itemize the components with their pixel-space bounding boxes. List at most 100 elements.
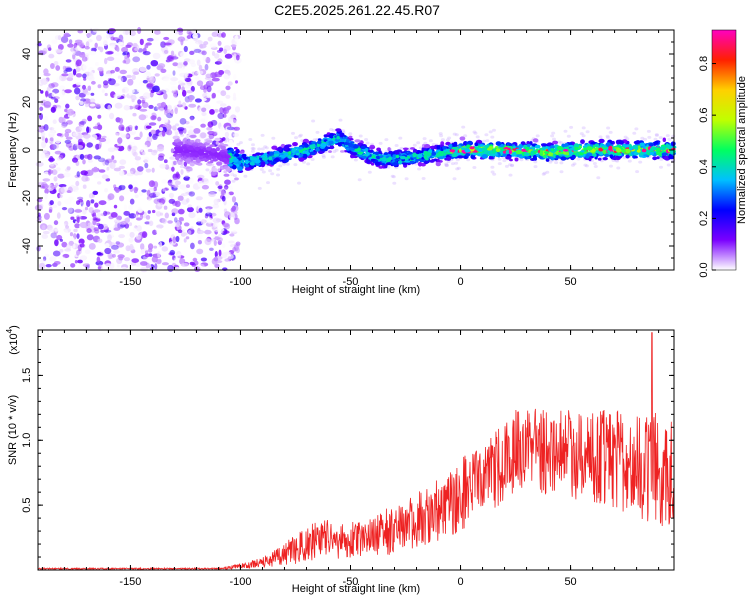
spectrogram-noise-blob [49, 144, 54, 151]
spectrogram-noise-blob [233, 211, 238, 215]
snr-xlabel: Height of straight line (km) [292, 583, 420, 595]
spectrogram-noise-blob [48, 130, 55, 135]
spectrogram-noise-blob [185, 236, 190, 240]
spectrogram-noise-blob [140, 146, 144, 153]
spectrogram-noise-blob [223, 48, 227, 55]
spectrogram-noise-blob [43, 171, 50, 177]
spectrogram-signal-blob [636, 149, 641, 153]
spectrogram-signal-blob [604, 153, 610, 158]
spectrogram-noise-blob [77, 138, 83, 145]
spectrogram-noise-blob [56, 76, 62, 83]
spectrogram-haze [282, 162, 286, 166]
spectrogram-signal-blob [652, 156, 658, 161]
spectrogram-noise-blob [84, 249, 91, 254]
spectrogram-noise-blob [199, 43, 207, 49]
spectrogram-noise-blob [91, 87, 98, 93]
spectrogram-haze [263, 145, 268, 149]
spectrogram-noise-blob [162, 188, 166, 192]
spectrogram-noise-blob [167, 220, 173, 224]
spectrogram-noise-blob [123, 104, 130, 111]
spectrogram-signal-blob [350, 151, 354, 155]
spectrogram-signal-blob [357, 142, 362, 146]
spectrogram-noise-blob [54, 150, 62, 155]
spectrogram-signal-blob [620, 153, 625, 157]
spectrogram-noise-blob [133, 145, 137, 149]
spectrogram-noise-blob [96, 34, 102, 42]
spectrogram-noise-blob [161, 179, 167, 184]
spectrogram-noise-blob [86, 228, 92, 234]
spectrogram-noise-blob [121, 46, 129, 53]
spectrogram-noise-blob [214, 228, 220, 233]
spectrogram-signal-blob [366, 159, 371, 164]
spectrogram-signal-blob [214, 137, 221, 142]
spectrogram-noise-blob [158, 107, 165, 113]
spectrogram-noise-blob [79, 216, 88, 220]
spectrogram-signal-blob [531, 147, 536, 150]
spectrogram-noise-blob [89, 217, 94, 222]
spectrogram-signal-blob [488, 153, 496, 157]
spectrogram-noise-blob [128, 213, 137, 219]
spectrogram-noise-blob [64, 128, 72, 134]
spectrogram-signal-blob [508, 142, 512, 147]
spectrogram-noise-blob [227, 71, 231, 76]
spectrogram-haze [450, 162, 455, 166]
spectrogram-haze [398, 136, 403, 140]
spectrogram-signal-blob [298, 146, 303, 150]
spectrogram-noise-blob [194, 98, 202, 103]
spectrogram-noise-blob [233, 92, 236, 99]
spectrogram-noise-blob [146, 64, 151, 70]
spectrogram-signal-blob [348, 143, 355, 148]
spectrogram-noise-blob [183, 161, 188, 167]
spectrogram-signal-blob [361, 155, 367, 159]
spectrogram-signal-blob [568, 144, 574, 148]
y-tick-label: 1.5 [21, 368, 33, 383]
spectrogram-noise-blob [87, 115, 93, 122]
spectrogram-signal-blob [557, 151, 564, 155]
spectrogram-signal-blob [339, 132, 345, 138]
spectrogram-noise-blob [177, 80, 183, 85]
spectrogram-signal-blob [299, 153, 304, 157]
spectrogram-noise-blob [137, 208, 143, 213]
spectrogram-noise-blob [89, 103, 96, 107]
spectrogram-noise-blob [104, 159, 110, 166]
spectrogram-signal-blob [194, 144, 199, 148]
spectrogram-noise-blob [200, 262, 209, 267]
spectrogram-noise-blob [235, 190, 240, 197]
spectrogram-noise-blob [183, 176, 191, 181]
spectrogram-noise-blob [57, 106, 65, 111]
spectrogram-noise-blob [142, 51, 151, 56]
spectrogram-noise-blob [86, 142, 93, 148]
spectrogram-signal-blob [429, 159, 435, 163]
spectrogram-noise-blob [224, 179, 231, 185]
spectrogram-noise-blob [227, 254, 234, 260]
spectrogram-noise-blob [189, 134, 197, 138]
spectrogram-noise-blob [171, 166, 175, 172]
spectrogram-noise-blob [183, 222, 190, 227]
spectrogram-noise-blob [197, 105, 201, 111]
spectrogram-haze [264, 146, 269, 150]
spectrogram-noise-blob [174, 217, 178, 223]
spectrogram-signal-blob [371, 155, 376, 159]
colorbar: 0.0 0.2 0.4 0.6 0.8 Normalized spectral ampl… [698, 29, 748, 278]
spectrogram-noise-blob [97, 238, 103, 244]
spectrogram-noise-blob [157, 251, 161, 258]
spectrogram-noise-blob [140, 243, 145, 250]
spectrogram-signal-blob [430, 151, 437, 156]
spectrogram-noise-blob [161, 130, 166, 137]
spectrogram-noise-blob [106, 166, 110, 171]
spectrogram-signal-blob [474, 142, 479, 147]
spectrogram-noise-blob [79, 255, 88, 261]
spectrogram-haze [440, 138, 445, 142]
spectrogram-noise-blob [170, 65, 174, 72]
spectrogram-noise-blob [172, 70, 176, 76]
spectrogram-noise-blob [109, 112, 115, 120]
spectrogram-haze [647, 135, 652, 139]
spectrogram-signal-blob [521, 148, 527, 152]
spectrogram-noise-blob [66, 120, 73, 125]
spectrogram-signal-blob [465, 152, 471, 157]
spectrogram-noise-blob [47, 168, 52, 176]
spectrogram-noise-blob [121, 217, 126, 222]
spectrogram-noise-blob [85, 137, 89, 143]
snr-scale-label: (x104) [5, 325, 20, 355]
spectrogram-noise-blob [227, 81, 233, 86]
